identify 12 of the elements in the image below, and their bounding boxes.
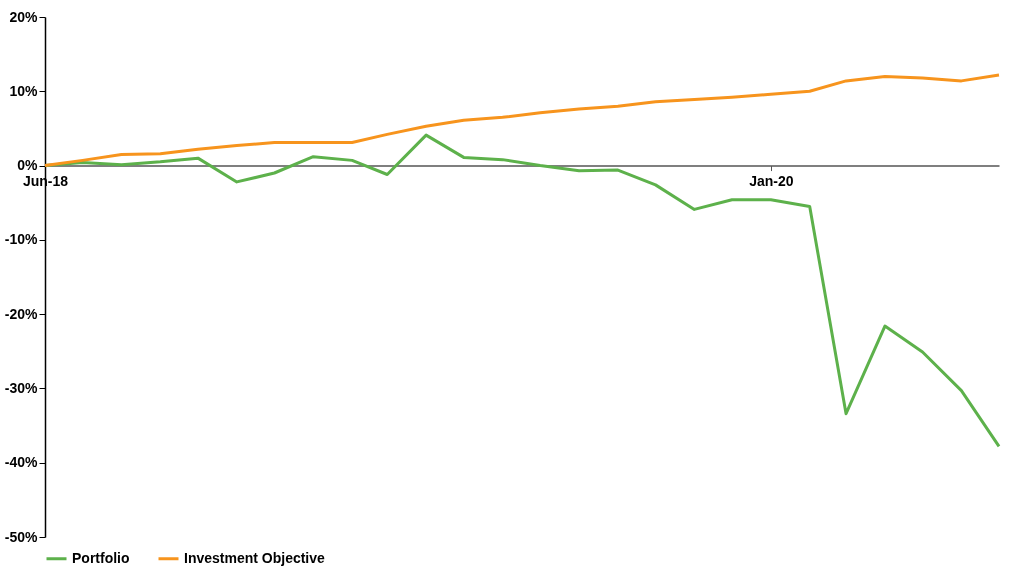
y-tick-label: -50% — [4, 528, 39, 545]
x-tick-label: Jan-20 — [749, 173, 794, 190]
y-tick-label: -20% — [4, 305, 39, 322]
y-tick-label: -30% — [4, 379, 39, 396]
y-tick-label: -10% — [4, 231, 39, 248]
legend-label: Investment Objective — [184, 549, 326, 566]
line-series — [43, 73, 1001, 168]
y-tick-label: 0% — [17, 157, 39, 174]
y-tick-label: -40% — [4, 454, 39, 471]
legend-label: Portfolio — [72, 549, 130, 566]
y-tick-label: 20% — [9, 8, 39, 25]
y-tick-label: 10% — [9, 82, 39, 99]
